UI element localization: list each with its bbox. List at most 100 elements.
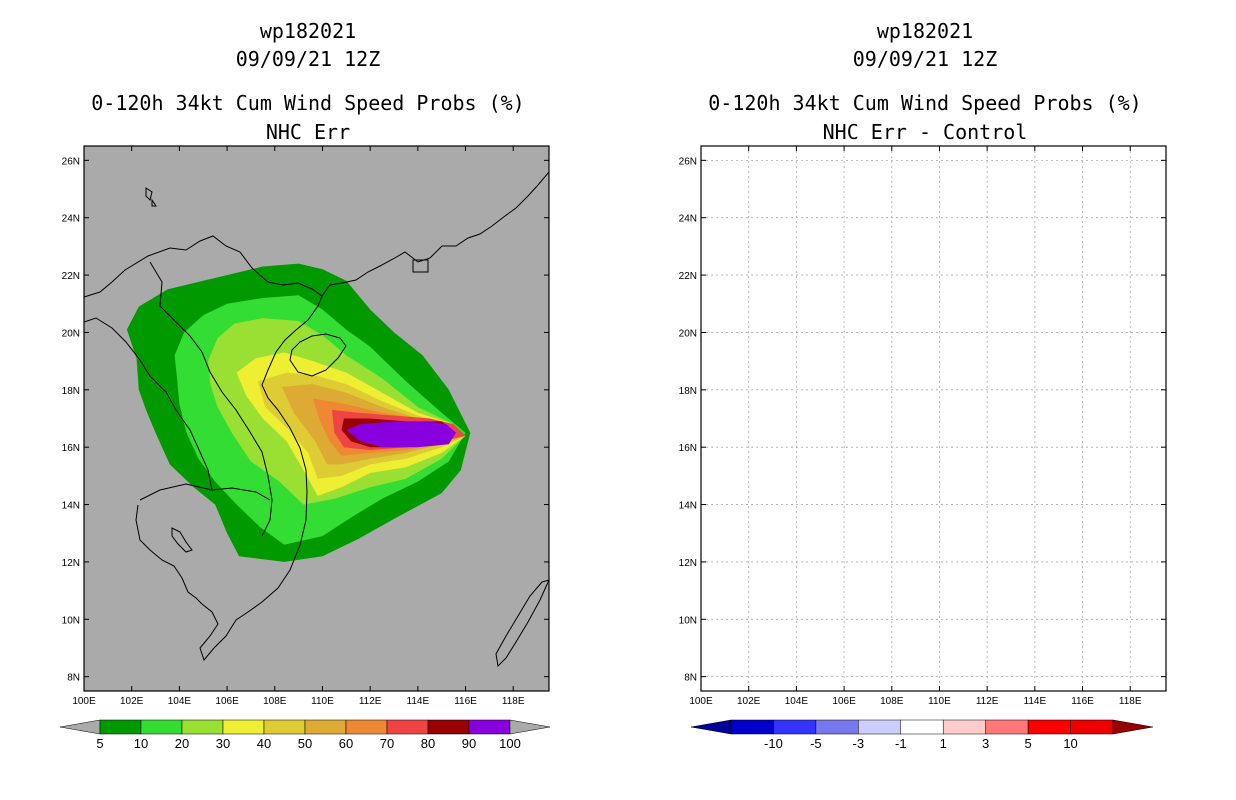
left-colorbar-label: 70 [380, 736, 394, 751]
left-x-tick-label: 108E [263, 696, 287, 707]
left-colorbar-label: 40 [257, 736, 271, 751]
right-x-tick-label: 106E [832, 696, 856, 707]
left-x-tick-label: 110E [311, 696, 334, 707]
right-grid [701, 146, 1166, 691]
right-title-date: 09/09/21 12Z [853, 47, 998, 71]
left-colorbar-swatch [263, 719, 306, 735]
right-colorbar-swatch [815, 719, 859, 735]
left-y-tick-label: 24N [62, 214, 80, 225]
right-y-tick-label: 12N [679, 558, 697, 569]
left-title-product: 0-120h 34kt Cum Wind Speed Probs (%) [91, 91, 524, 115]
left-tonle-sap-lake [171, 527, 193, 553]
right-colorbar-swatch [985, 719, 1029, 735]
left-colorbar-swatch [222, 719, 265, 735]
left-hainan-island [289, 333, 347, 377]
right-colorbar-right-arrow [1112, 719, 1154, 735]
left-x-tick-label: 104E [168, 696, 192, 707]
right-colorbar-label: -1 [895, 736, 907, 751]
right-colorbar-swatch [942, 719, 986, 735]
left-hongkong-box [412, 259, 429, 273]
left-border-laos [149, 261, 273, 537]
left-x-tick-label: 116E [454, 696, 477, 707]
left-colorbar-label: 100 [499, 736, 521, 751]
left-title-subtitle: NHC Err [266, 120, 350, 144]
left-colorbar-swatch [304, 719, 347, 735]
left-colorbar-label: 90 [462, 736, 476, 751]
left-colorbar-label: 20 [175, 736, 189, 751]
right-y-tick-label: 16N [679, 443, 697, 454]
right-colorbar-swatch [900, 719, 944, 735]
left-colorbar-swatch [181, 719, 224, 735]
left-colorbar-label: 10 [134, 736, 148, 751]
left-colorbar-swatch [140, 719, 183, 735]
left-colorbar-label: 80 [421, 736, 435, 751]
right-colorbar-label: -10 [764, 736, 783, 751]
right-plot-frame [700, 145, 1167, 692]
right-colorbar-label: 5 [1024, 736, 1031, 751]
right-x-tick-label: 112E [976, 696, 999, 707]
right-map-background [701, 146, 1166, 691]
left-coastline-mainland [84, 171, 549, 298]
left-coastline-vietnam [135, 295, 323, 662]
left-x-tick-label: 102E [120, 696, 144, 707]
left-title-storm: wp182021 [260, 19, 356, 43]
left-colorbar-left-arrow [59, 719, 101, 735]
right-colorbar-left-arrow [690, 719, 732, 735]
left-taiwan-island [495, 579, 549, 668]
right-title-product: 0-120h 34kt Cum Wind Speed Probs (%) [708, 91, 1141, 115]
left-colorbar-swatch [386, 719, 429, 735]
right-y-tick-label: 20N [679, 328, 697, 339]
right-y-tick-label: 22N [679, 271, 697, 282]
left-colorbar-swatch [99, 719, 142, 735]
right-colorbar-swatch [858, 719, 902, 735]
right-x-tick-label: 118E [1119, 696, 1142, 707]
left-x-tick-label: 100E [72, 696, 96, 707]
left-x-tick-label: 118E [502, 696, 525, 707]
left-colorbar-swatch [468, 719, 511, 735]
left-contour-layer [126, 263, 471, 562]
left-panel: wp182021 09/09/21 12Z 0-120h 34kt Cum Wi… [59, 19, 551, 751]
right-x-tick-label: 108E [880, 696, 904, 707]
left-colorbar-label: 5 [96, 736, 103, 751]
left-y-tick-label: 20N [62, 328, 80, 339]
left-y-tick-label: 18N [62, 386, 80, 397]
right-title-subtitle: NHC Err - Control [823, 120, 1028, 144]
right-axis-ticks: 100E 102E 104E 106E 108E 110E 112E 114E 116E 118E… [679, 146, 1166, 707]
left-x-tick-label: 112E [359, 696, 382, 707]
right-colorbar-swatch [1027, 719, 1071, 735]
right-colorbar-label: 3 [982, 736, 989, 751]
right-x-tick-label: 114E [1024, 696, 1047, 707]
right-colorbar-label: -3 [853, 736, 865, 751]
left-title-date: 09/09/21 12Z [236, 47, 381, 71]
left-y-tick-label: 22N [62, 271, 80, 282]
right-y-tick-label: 10N [679, 615, 697, 626]
right-x-tick-label: 104E [785, 696, 809, 707]
right-y-tick-label: 14N [679, 501, 697, 512]
right-x-tick-label: 110E [928, 696, 951, 707]
left-colorbar-label: 30 [216, 736, 230, 751]
left-colorbar-right-arrow [509, 719, 551, 735]
right-colorbar: -10 -5 -3 -1 1 3 5 10 [690, 719, 1154, 751]
right-title-storm: wp182021 [877, 19, 973, 43]
contour-band-90 [346, 421, 456, 448]
right-y-tick-label: 26N [679, 156, 697, 167]
left-x-tick-label: 106E [215, 696, 239, 707]
left-y-tick-label: 14N [62, 501, 80, 512]
right-colorbar-swatch [773, 719, 817, 735]
left-y-tick-label: 16N [62, 443, 80, 454]
left-colorbar-label: 50 [298, 736, 312, 751]
right-colorbar-label: 10 [1063, 736, 1077, 751]
right-panel: wp182021 09/09/21 12Z 0-120h 34kt Cum Wi… [679, 19, 1167, 751]
left-y-tick-label: 12N [62, 558, 80, 569]
left-coastlines [84, 171, 549, 668]
left-y-tick-label: 8N [67, 673, 80, 684]
right-y-tick-label: 18N [679, 386, 697, 397]
right-y-tick-label: 8N [684, 673, 697, 684]
left-plot-frame [83, 145, 550, 692]
left-colorbar: 5 10 20 30 40 50 60 70 80 90 100 [59, 719, 551, 751]
left-x-tick-label: 114E [407, 696, 430, 707]
right-colorbar-label: 1 [940, 736, 947, 751]
left-colorbar-label: 60 [339, 736, 353, 751]
left-colorbar-swatch [427, 719, 470, 735]
